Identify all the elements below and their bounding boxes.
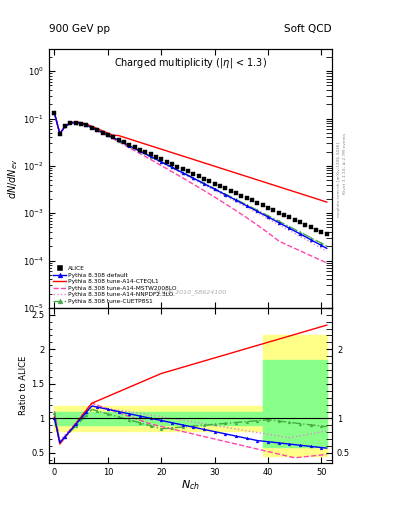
Text: Soft QCD: Soft QCD: [285, 24, 332, 34]
Text: mcplots.cern.ch [arXiv:1306.3436]: mcplots.cern.ch [arXiv:1306.3436]: [337, 142, 341, 217]
X-axis label: $N_{ch}$: $N_{ch}$: [181, 479, 200, 493]
Text: 900 GeV pp: 900 GeV pp: [49, 24, 110, 34]
Text: Rivet 3.1.10; ≥ 2.7M events: Rivet 3.1.10; ≥ 2.7M events: [343, 133, 347, 195]
Text: Charged multiplicity ($|\eta|$ < 1.3): Charged multiplicity ($|\eta|$ < 1.3): [114, 56, 267, 71]
Y-axis label: $dN/dN_{ev}$: $dN/dN_{ev}$: [7, 158, 20, 199]
Legend: ALICE, Pythia 8.308 default, Pythia 8.308 tune-A14-CTEQL1, Pythia 8.308 tune-A14: ALICE, Pythia 8.308 default, Pythia 8.30…: [52, 265, 178, 305]
Y-axis label: Ratio to ALICE: Ratio to ALICE: [19, 356, 28, 415]
Text: ALICE_2010_S8624100: ALICE_2010_S8624100: [154, 289, 227, 295]
